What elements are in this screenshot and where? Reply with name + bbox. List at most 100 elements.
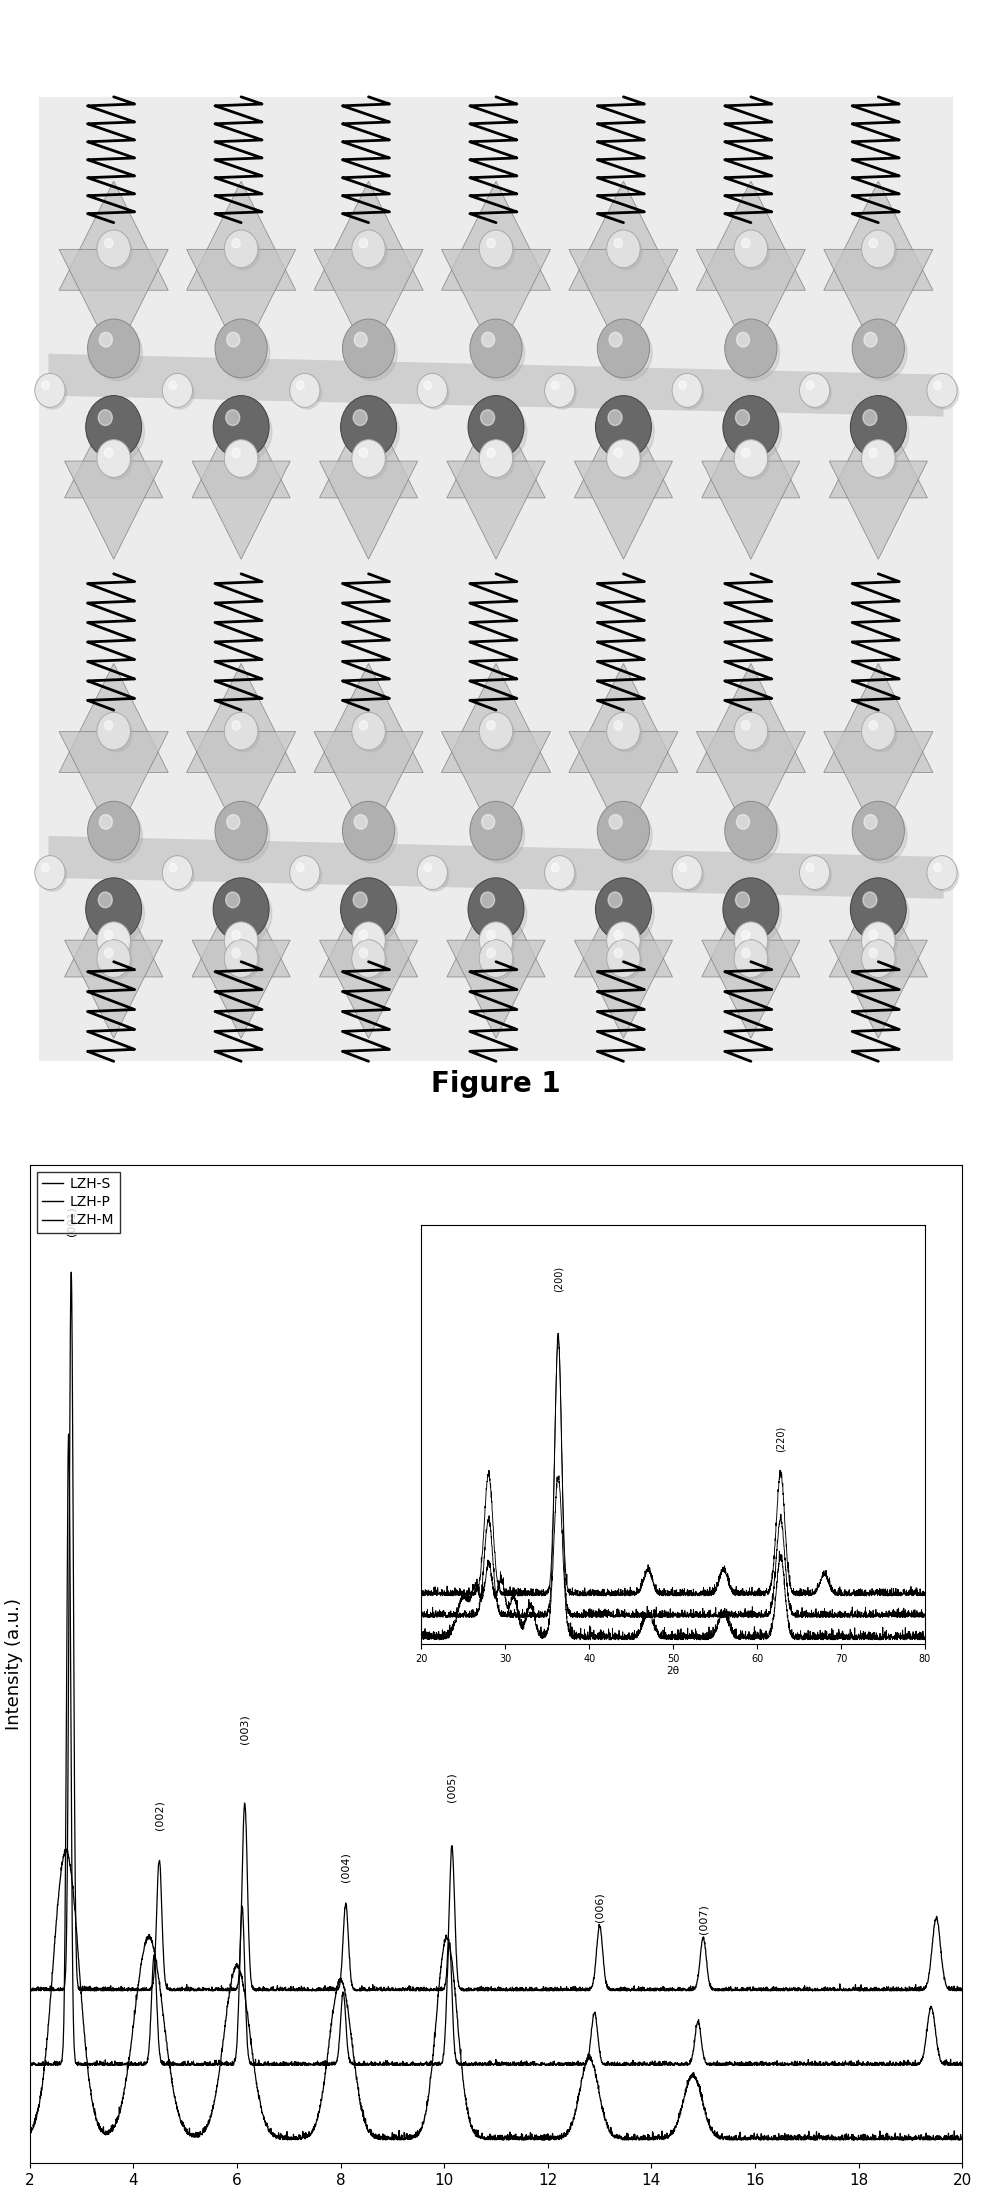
Polygon shape [60,731,169,841]
Polygon shape [823,182,932,290]
Polygon shape [64,400,163,498]
Circle shape [487,949,495,957]
Circle shape [87,802,140,861]
Polygon shape [314,250,424,358]
Circle shape [166,378,194,408]
Circle shape [482,332,495,347]
Circle shape [359,239,368,248]
Circle shape [734,922,768,960]
Circle shape [232,448,240,457]
Polygon shape [829,878,928,977]
Circle shape [933,863,941,872]
Circle shape [742,949,750,957]
Circle shape [607,439,640,477]
Polygon shape [829,940,928,1039]
Circle shape [85,878,142,940]
Circle shape [228,444,260,479]
Polygon shape [186,182,296,290]
Circle shape [865,944,897,979]
Circle shape [418,373,447,406]
Polygon shape [696,250,806,358]
Circle shape [479,940,513,977]
Circle shape [737,927,770,962]
Circle shape [232,239,240,248]
Circle shape [421,378,449,408]
Circle shape [728,402,782,461]
Circle shape [359,448,368,457]
Polygon shape [574,461,673,560]
Circle shape [353,411,367,426]
Circle shape [607,712,640,751]
Circle shape [97,231,131,268]
Circle shape [742,239,750,248]
Circle shape [609,815,622,830]
Polygon shape [574,400,673,498]
Polygon shape [823,663,932,773]
Circle shape [482,444,515,479]
Circle shape [734,940,768,977]
Circle shape [100,927,132,962]
Circle shape [87,318,140,378]
Text: (001): (001) [66,1206,76,1236]
Circle shape [232,931,240,940]
Circle shape [725,802,777,861]
Circle shape [852,318,905,378]
Circle shape [347,808,397,863]
Circle shape [347,325,397,380]
Circle shape [869,239,878,248]
Circle shape [487,931,495,940]
Circle shape [346,885,400,944]
Circle shape [930,378,958,408]
Circle shape [730,808,780,863]
Circle shape [736,332,750,347]
Circle shape [676,378,703,408]
Circle shape [607,922,640,960]
Circle shape [99,332,112,347]
Polygon shape [186,250,296,358]
Circle shape [104,239,113,248]
Circle shape [418,856,447,889]
Polygon shape [319,878,418,977]
Polygon shape [701,461,800,560]
Polygon shape [64,461,163,560]
Circle shape [806,382,813,389]
Text: (005): (005) [447,1772,457,1801]
Polygon shape [60,250,169,358]
Circle shape [42,382,50,389]
Circle shape [597,802,650,861]
Circle shape [482,944,515,979]
Circle shape [482,716,515,751]
Circle shape [470,802,522,861]
Circle shape [850,395,907,459]
Circle shape [93,808,143,863]
Polygon shape [823,250,932,358]
Circle shape [297,863,305,872]
Circle shape [800,856,829,889]
Circle shape [480,411,495,426]
Circle shape [104,931,113,940]
Circle shape [610,444,642,479]
Circle shape [863,411,877,426]
Text: (006): (006) [594,1893,604,1922]
Circle shape [865,233,897,270]
Circle shape [608,411,622,426]
Polygon shape [64,878,163,977]
Circle shape [806,863,813,872]
Polygon shape [64,940,163,1039]
Polygon shape [696,663,806,773]
Polygon shape [441,182,551,290]
Circle shape [93,325,143,380]
Circle shape [927,373,957,406]
Polygon shape [192,461,291,560]
Polygon shape [186,663,296,773]
Circle shape [614,720,623,729]
Circle shape [865,927,897,962]
Circle shape [91,885,145,944]
Circle shape [232,949,240,957]
Circle shape [487,720,495,729]
Circle shape [595,395,652,459]
Circle shape [100,233,132,270]
Circle shape [355,233,387,270]
Circle shape [290,373,320,406]
Circle shape [927,856,957,889]
